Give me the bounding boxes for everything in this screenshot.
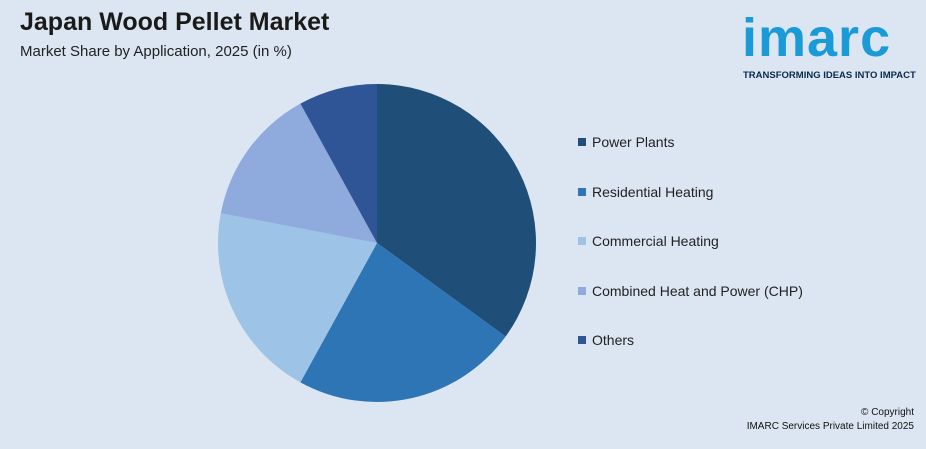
pie-chart: [218, 84, 536, 402]
copyright-notice: © Copyright IMARC Services Private Limit…: [747, 406, 914, 434]
legend-item: Commercial Heating: [578, 231, 803, 251]
pie-slice-combined-heat-and-power-chp: [220, 103, 377, 243]
chart-title: Japan Wood Pellet Market: [20, 8, 330, 36]
pie-slice-commercial-heating: [218, 213, 377, 383]
legend-item: Residential Heating: [578, 182, 803, 202]
copyright-company: IMARC Services Private Limited 2025: [746, 421, 914, 432]
legend-swatch: [578, 336, 586, 344]
legend-swatch: [578, 138, 586, 146]
pie-slice-others: [300, 84, 377, 243]
legend-label: Others: [592, 332, 635, 348]
legend-label: Power Plants: [592, 134, 675, 150]
legend-swatch: [578, 237, 586, 245]
legend-swatch: [578, 286, 586, 295]
legend-item: Power Plants: [578, 132, 803, 152]
legend-item: Others: [578, 330, 803, 350]
legend-swatch: [578, 187, 586, 196]
legend-label: Residential Heating: [592, 183, 714, 200]
pie-slice-power-plants: [377, 84, 536, 337]
imarc-logo: imarc TRANSFORMING IDEAS INTO IMPACT: [740, 6, 922, 86]
logo-tagline: TRANSFORMING IDEAS INTO IMPACT: [743, 70, 916, 81]
chart-subtitle: Market Share by Application, 2025 (in %): [20, 43, 292, 60]
pie-slice-residential-heating: [300, 243, 506, 402]
legend-item: Combined Heat and Power (CHP): [578, 281, 803, 301]
chart-legend: Power Plants Residential Heating Commercia…: [578, 132, 803, 380]
legend-label: Commercial Heating: [592, 233, 719, 249]
legend-label: Combined Heat and Power (CHP): [592, 282, 803, 299]
copyright-line: © Copyright: [861, 407, 914, 418]
logo-wordmark: imarc: [742, 8, 892, 68]
